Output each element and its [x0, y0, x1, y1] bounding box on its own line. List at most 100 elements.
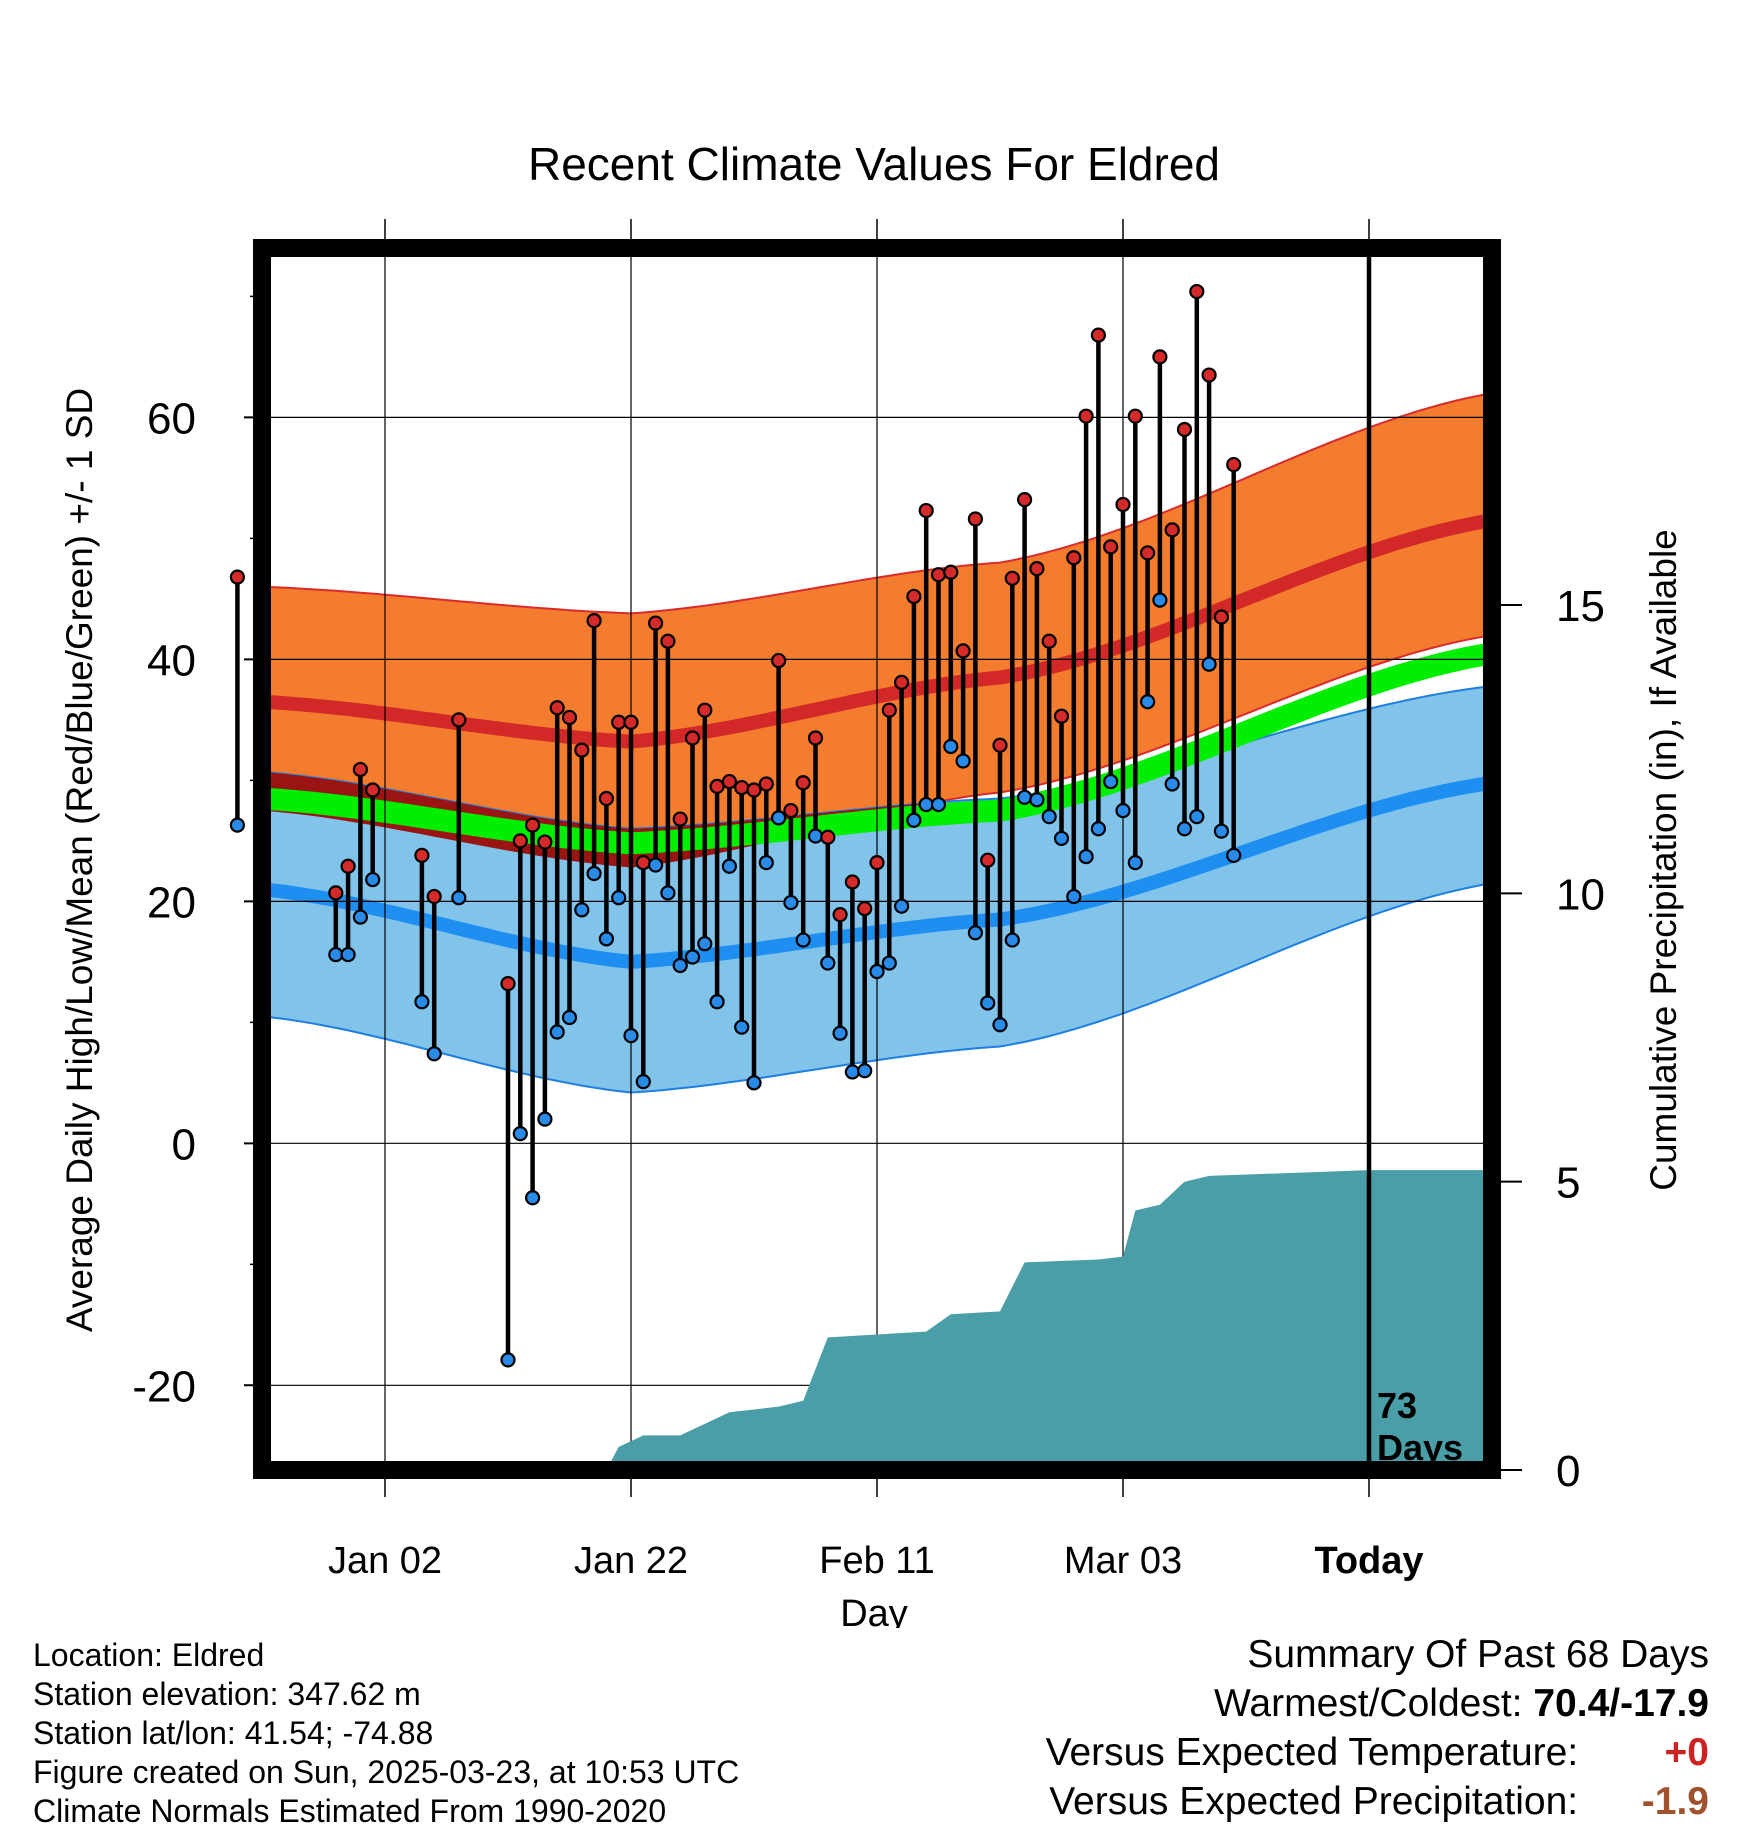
- obs-high-point: [340, 858, 356, 874]
- obs-low-point: [746, 1075, 762, 1091]
- obs-low-point: [721, 858, 738, 874]
- obs-high-point: [746, 782, 762, 798]
- obs-high-point: [660, 633, 676, 649]
- obs-low-point: [1189, 809, 1205, 825]
- x-tick-label: Jan 02: [328, 1540, 442, 1582]
- latlon-text: Station lat/lon: 41.54; -74.88: [33, 1715, 434, 1751]
- obs-low-point: [586, 865, 602, 882]
- obs-low-point: [574, 902, 590, 918]
- obs-high-point: [906, 588, 922, 605]
- obs-low-point: [426, 1046, 442, 1062]
- obs-high-point: [1152, 349, 1168, 365]
- obs-high-point: [512, 833, 528, 849]
- y-axis-label: Average Daily High/Low/Mean (Red/Blue/Gr…: [59, 388, 100, 1332]
- obs-high-point: [574, 742, 590, 758]
- obs-low-point: [1041, 809, 1057, 825]
- obs-low-point: [1226, 847, 1242, 863]
- obs-high-point: [1201, 367, 1217, 383]
- obs-low-point: [1103, 773, 1119, 790]
- obs-high-point: [820, 829, 836, 845]
- obs-high-point: [561, 709, 578, 726]
- normals-text: Climate Normals Estimated From 1990-2020: [33, 1793, 667, 1829]
- obs-high-point: [807, 730, 824, 746]
- obs-low-point: [980, 995, 996, 1011]
- obs-low-point: [734, 1019, 750, 1035]
- obs-low-point: [820, 955, 836, 971]
- obs-low-point: [1066, 888, 1082, 905]
- chart-title: Recent Climate Values For Eldred: [528, 138, 1220, 190]
- temp-versus-row: Versus Expected Temperature: +0: [1046, 1728, 1709, 1777]
- obs-low-point: [930, 796, 947, 813]
- obs-high-point: [795, 775, 811, 791]
- x-tick-label: Feb 11: [819, 1540, 934, 1582]
- obs-high-point: [537, 834, 553, 850]
- obs-low-point: [647, 857, 664, 873]
- warmest-coldest-value: 70.4/-17.9: [1533, 1682, 1709, 1725]
- obs-low-point: [1090, 821, 1107, 837]
- obs-low-point: [857, 1063, 873, 1079]
- obs-high-point: [549, 700, 565, 716]
- obs-low-point: [1029, 792, 1045, 808]
- obs-high-point: [611, 714, 627, 730]
- obs-low-point: [1213, 823, 1230, 839]
- warmest-coldest-row: Warmest/Coldest: 70.4/-17.9: [1046, 1679, 1709, 1728]
- obs-high-point: [352, 761, 368, 778]
- obs-high-point: [414, 847, 430, 863]
- x-axis-label: Day: [840, 1593, 908, 1628]
- obs-high-point: [635, 855, 651, 871]
- obs-low-point: [783, 894, 799, 911]
- obs-low-point: [414, 994, 430, 1010]
- summary-heading: Summary Of Past 68 Days: [1247, 1633, 1709, 1676]
- obs-low-point: [943, 738, 959, 755]
- y-right-tick-label: 10: [1556, 870, 1605, 919]
- obs-high-point: [734, 780, 750, 796]
- obs-low-point: [906, 812, 922, 828]
- obs-high-point: [672, 811, 688, 827]
- obs-low-point: [795, 932, 811, 948]
- y-right-tick-label: 15: [1556, 582, 1605, 631]
- x-tick-label: Today: [1314, 1540, 1423, 1582]
- obs-low-point: [1053, 830, 1070, 847]
- obs-low-point: [893, 898, 910, 914]
- obs-low-point: [869, 963, 885, 980]
- y-tick-label: 20: [147, 878, 196, 927]
- obs-high-point: [1213, 609, 1230, 625]
- obs-high-point: [869, 855, 885, 871]
- obs-low-point: [1078, 848, 1094, 865]
- obs-low-point: [807, 828, 824, 844]
- obs-low-point: [328, 946, 344, 963]
- obs-low-point: [340, 946, 356, 963]
- precip-versus-row: Versus Expected Precipitation: -1.9: [1046, 1777, 1709, 1826]
- obs-low-point: [1016, 789, 1033, 805]
- obs-high-point: [1139, 545, 1156, 561]
- obs-high-point: [328, 885, 344, 901]
- obs-low-point: [672, 957, 688, 974]
- obs-low-point: [524, 1190, 541, 1206]
- obs-low-point: [512, 1126, 528, 1142]
- obs-high-point: [1189, 283, 1205, 300]
- obs-low-point: [881, 955, 897, 971]
- obs-low-point: [611, 890, 627, 906]
- obs-high-point: [524, 817, 541, 833]
- obs-high-point: [967, 511, 984, 527]
- obs-high-point: [598, 790, 615, 807]
- obs-low-point: [660, 885, 676, 901]
- obs-high-point: [1041, 633, 1057, 649]
- temp-versus-value: +0: [1664, 1731, 1709, 1774]
- obs-low-point: [365, 871, 381, 888]
- obs-high-point: [709, 778, 725, 795]
- obs-high-point: [1066, 550, 1082, 566]
- daily-observations: [229, 283, 1242, 1368]
- obs-high-point: [697, 702, 713, 718]
- y-tick-label: -20: [132, 1362, 196, 1411]
- obs-low-point: [229, 817, 245, 833]
- obs-high-point: [426, 888, 442, 905]
- obs-high-point: [1164, 522, 1180, 538]
- y-axis-right-label: Cumulative Precipitation (in), If Availa…: [1643, 529, 1684, 1191]
- obs-high-point: [770, 652, 787, 669]
- obs-high-point: [943, 564, 959, 580]
- obs-high-point: [1004, 570, 1020, 586]
- obs-high-point: [647, 615, 664, 631]
- obs-low-point: [623, 1028, 639, 1044]
- obs-low-point: [992, 1017, 1008, 1033]
